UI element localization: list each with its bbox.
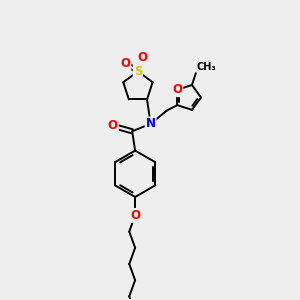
Text: S: S	[134, 65, 142, 78]
Text: O: O	[130, 209, 140, 222]
Text: CH₃: CH₃	[197, 62, 216, 72]
Text: O: O	[137, 51, 147, 64]
Text: O: O	[108, 119, 118, 132]
Text: O: O	[121, 57, 130, 70]
Text: N: N	[146, 117, 156, 130]
Text: O: O	[172, 83, 182, 96]
